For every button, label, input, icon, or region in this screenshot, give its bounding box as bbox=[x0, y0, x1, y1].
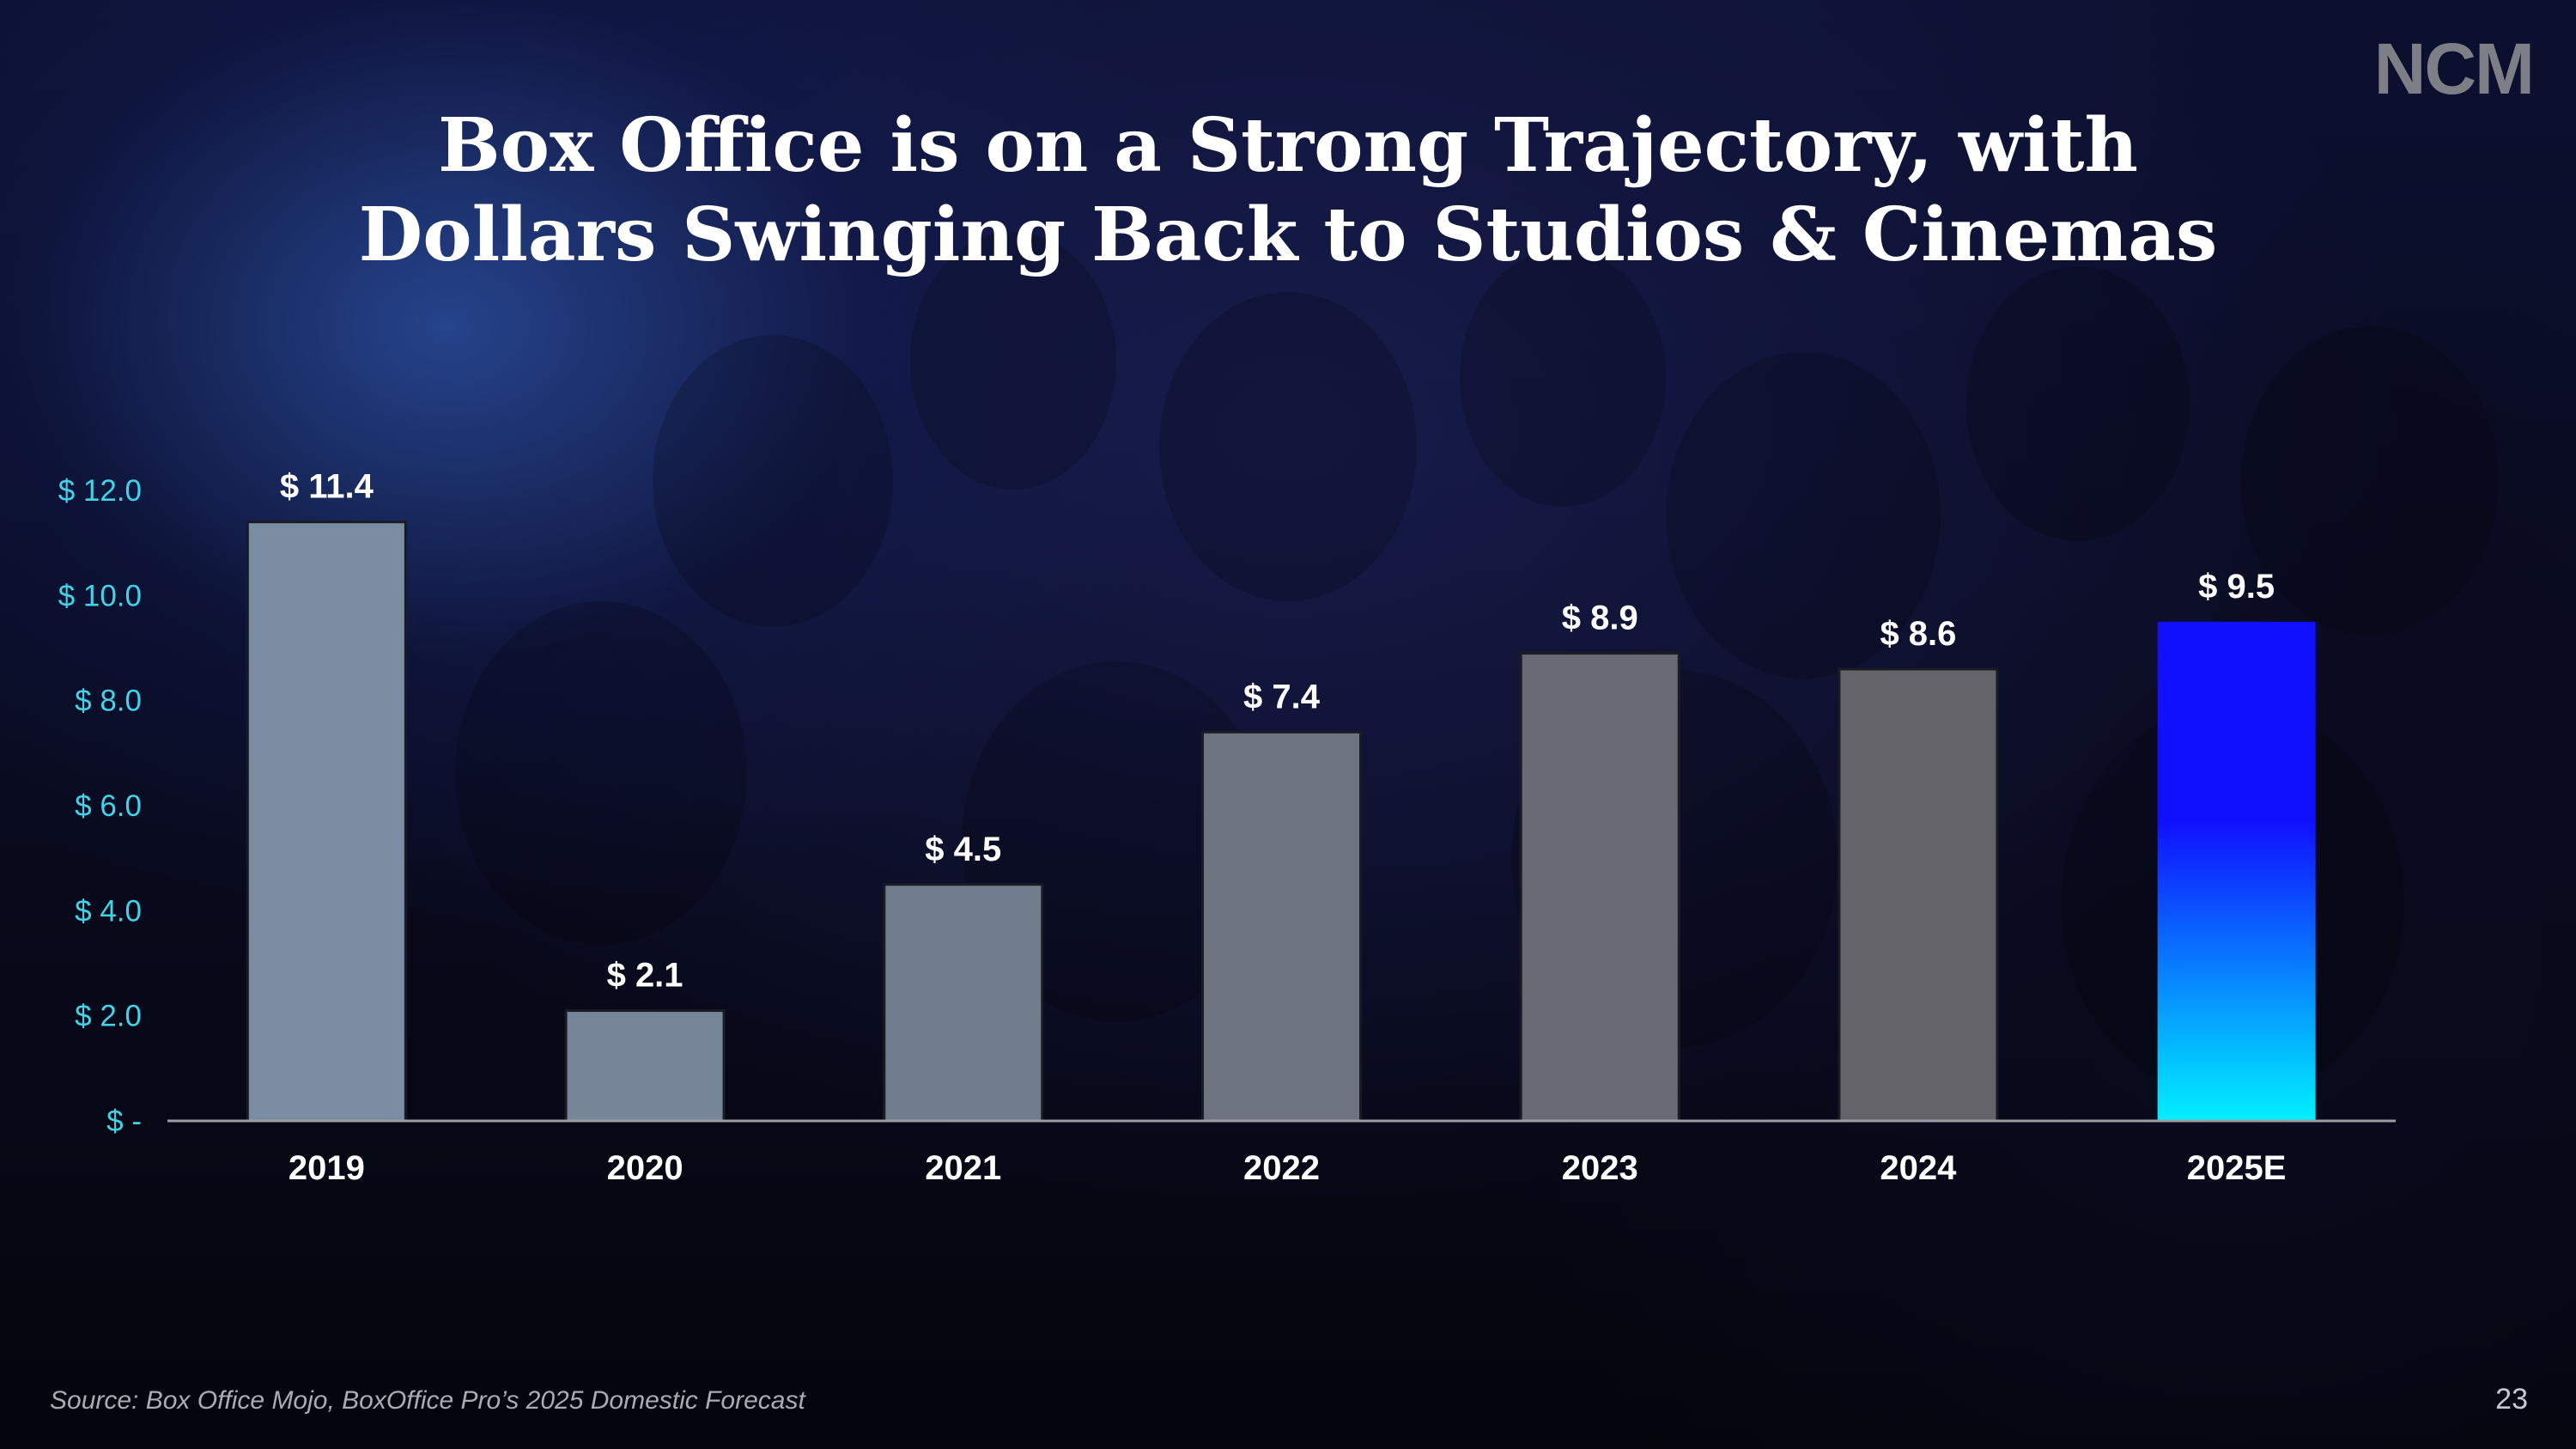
data-label-2021: $ 4.5 bbox=[925, 831, 1001, 868]
y-tick-label: $ 6.0 bbox=[75, 789, 142, 823]
x-category-label: 2022 bbox=[1243, 1149, 1320, 1187]
data-label-2022: $ 7.4 bbox=[1243, 678, 1321, 715]
data-label-2023: $ 8.9 bbox=[1562, 600, 1638, 637]
bar-2025e bbox=[2157, 621, 2316, 1121]
bar-2021 bbox=[883, 883, 1044, 1123]
y-tick-label: $ 8.0 bbox=[75, 685, 142, 718]
x-category-label: 2019 bbox=[289, 1149, 365, 1187]
y-tick-label: $ - bbox=[106, 1105, 142, 1138]
slide-title: Box Office is on a Strong Trajectory, wi… bbox=[0, 101, 2576, 280]
data-label-2020: $ 2.1 bbox=[607, 957, 683, 995]
y-tick-label: $ 2.0 bbox=[75, 1000, 142, 1033]
bar-2019 bbox=[246, 521, 407, 1123]
data-label-2024: $ 8.6 bbox=[1880, 615, 1956, 653]
bar-2023 bbox=[1519, 652, 1680, 1123]
data-label-2019: $ 11.4 bbox=[280, 468, 374, 506]
bar-2022 bbox=[1201, 730, 1362, 1123]
x-category-label: 2025E bbox=[2187, 1149, 2287, 1187]
source-note: Source: Box Office Mojo, BoxOffice Pro’s… bbox=[50, 1386, 805, 1415]
y-tick-label: $ 12.0 bbox=[58, 474, 142, 508]
y-tick-label: $ 4.0 bbox=[75, 894, 142, 928]
ncm-logo: NCM bbox=[2373, 28, 2535, 109]
x-category-label: 2024 bbox=[1880, 1149, 1957, 1187]
page-number: 23 bbox=[2495, 1383, 2528, 1416]
bar-2024 bbox=[1838, 667, 1999, 1123]
x-category-label: 2023 bbox=[1562, 1149, 1638, 1187]
bar-2020 bbox=[564, 1009, 726, 1123]
x-category-label: 2021 bbox=[925, 1149, 1001, 1187]
y-tick-label: $ 10.0 bbox=[58, 579, 142, 612]
title-line-2: Dollars Swinging Back to Studios & Cinem… bbox=[358, 192, 2218, 278]
x-category-label: 2020 bbox=[607, 1149, 683, 1187]
title-line-1: Box Office is on a Strong Trajectory, wi… bbox=[437, 102, 2138, 189]
data-label-2025e: $ 9.5 bbox=[2198, 568, 2275, 606]
